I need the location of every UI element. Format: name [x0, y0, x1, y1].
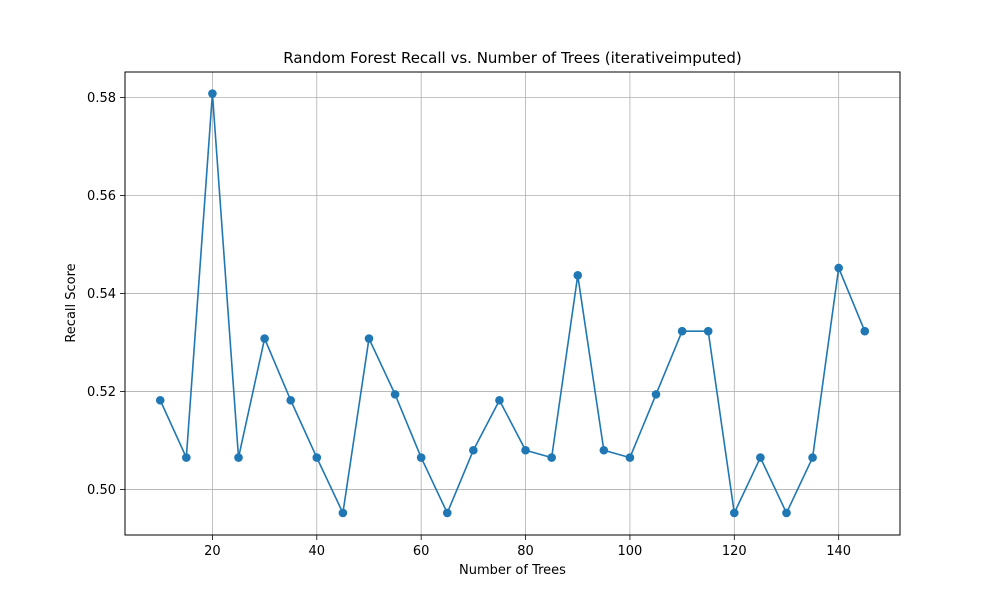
x-tick-label: 20 [204, 544, 221, 559]
data-point [730, 508, 739, 518]
y-axis-label: Recall Score [64, 263, 79, 342]
x-tick-label: 100 [618, 544, 643, 559]
data-point [677, 326, 687, 336]
data-point [260, 334, 269, 343]
data-point [155, 395, 165, 405]
x-tick-label: 40 [309, 544, 326, 559]
data-point [782, 508, 791, 518]
data-point [182, 453, 191, 462]
data-point [573, 271, 583, 280]
data-point [547, 453, 556, 462]
data-point [208, 89, 217, 98]
data-point [521, 445, 530, 455]
data-point [390, 390, 400, 399]
data-point [338, 508, 348, 518]
data-point [312, 453, 322, 462]
data-point [756, 453, 765, 462]
data-point [625, 453, 635, 462]
y-tick-label: 0.56 [87, 189, 116, 204]
data-point [469, 445, 478, 455]
series-line [159, 92, 866, 514]
y-tick-label: 0.50 [87, 483, 116, 498]
y-axis-ticks: 0.50 0.52 0.54 0.56 0.58 [87, 91, 125, 498]
grid-lines [125, 72, 900, 535]
y-tick-label: 0.54 [87, 287, 116, 302]
data-point [416, 453, 426, 462]
x-axis-ticks: 20 40 60 80 100 120 140 [204, 535, 851, 559]
data-point [703, 326, 713, 336]
chart-title: Random Forest Recall vs. Number of Trees… [283, 49, 741, 67]
data-point [599, 445, 609, 455]
data-point [442, 508, 452, 518]
data-point [651, 390, 661, 399]
data-point [286, 395, 295, 405]
x-tick-label: 80 [517, 544, 534, 559]
data-point [834, 263, 843, 273]
data-point [234, 453, 243, 462]
data-point [495, 395, 504, 405]
y-tick-label: 0.58 [87, 91, 116, 106]
data-point [860, 326, 870, 336]
data-point [808, 453, 817, 462]
data-point [364, 334, 374, 343]
x-tick-label: 120 [722, 544, 747, 559]
x-tick-label: 60 [413, 544, 430, 559]
x-axis-label: Number of Trees [459, 563, 566, 578]
y-tick-label: 0.52 [87, 385, 116, 400]
plot-area-frame [124, 71, 901, 536]
x-tick-label: 140 [826, 544, 851, 559]
series-layer [155, 89, 870, 518]
